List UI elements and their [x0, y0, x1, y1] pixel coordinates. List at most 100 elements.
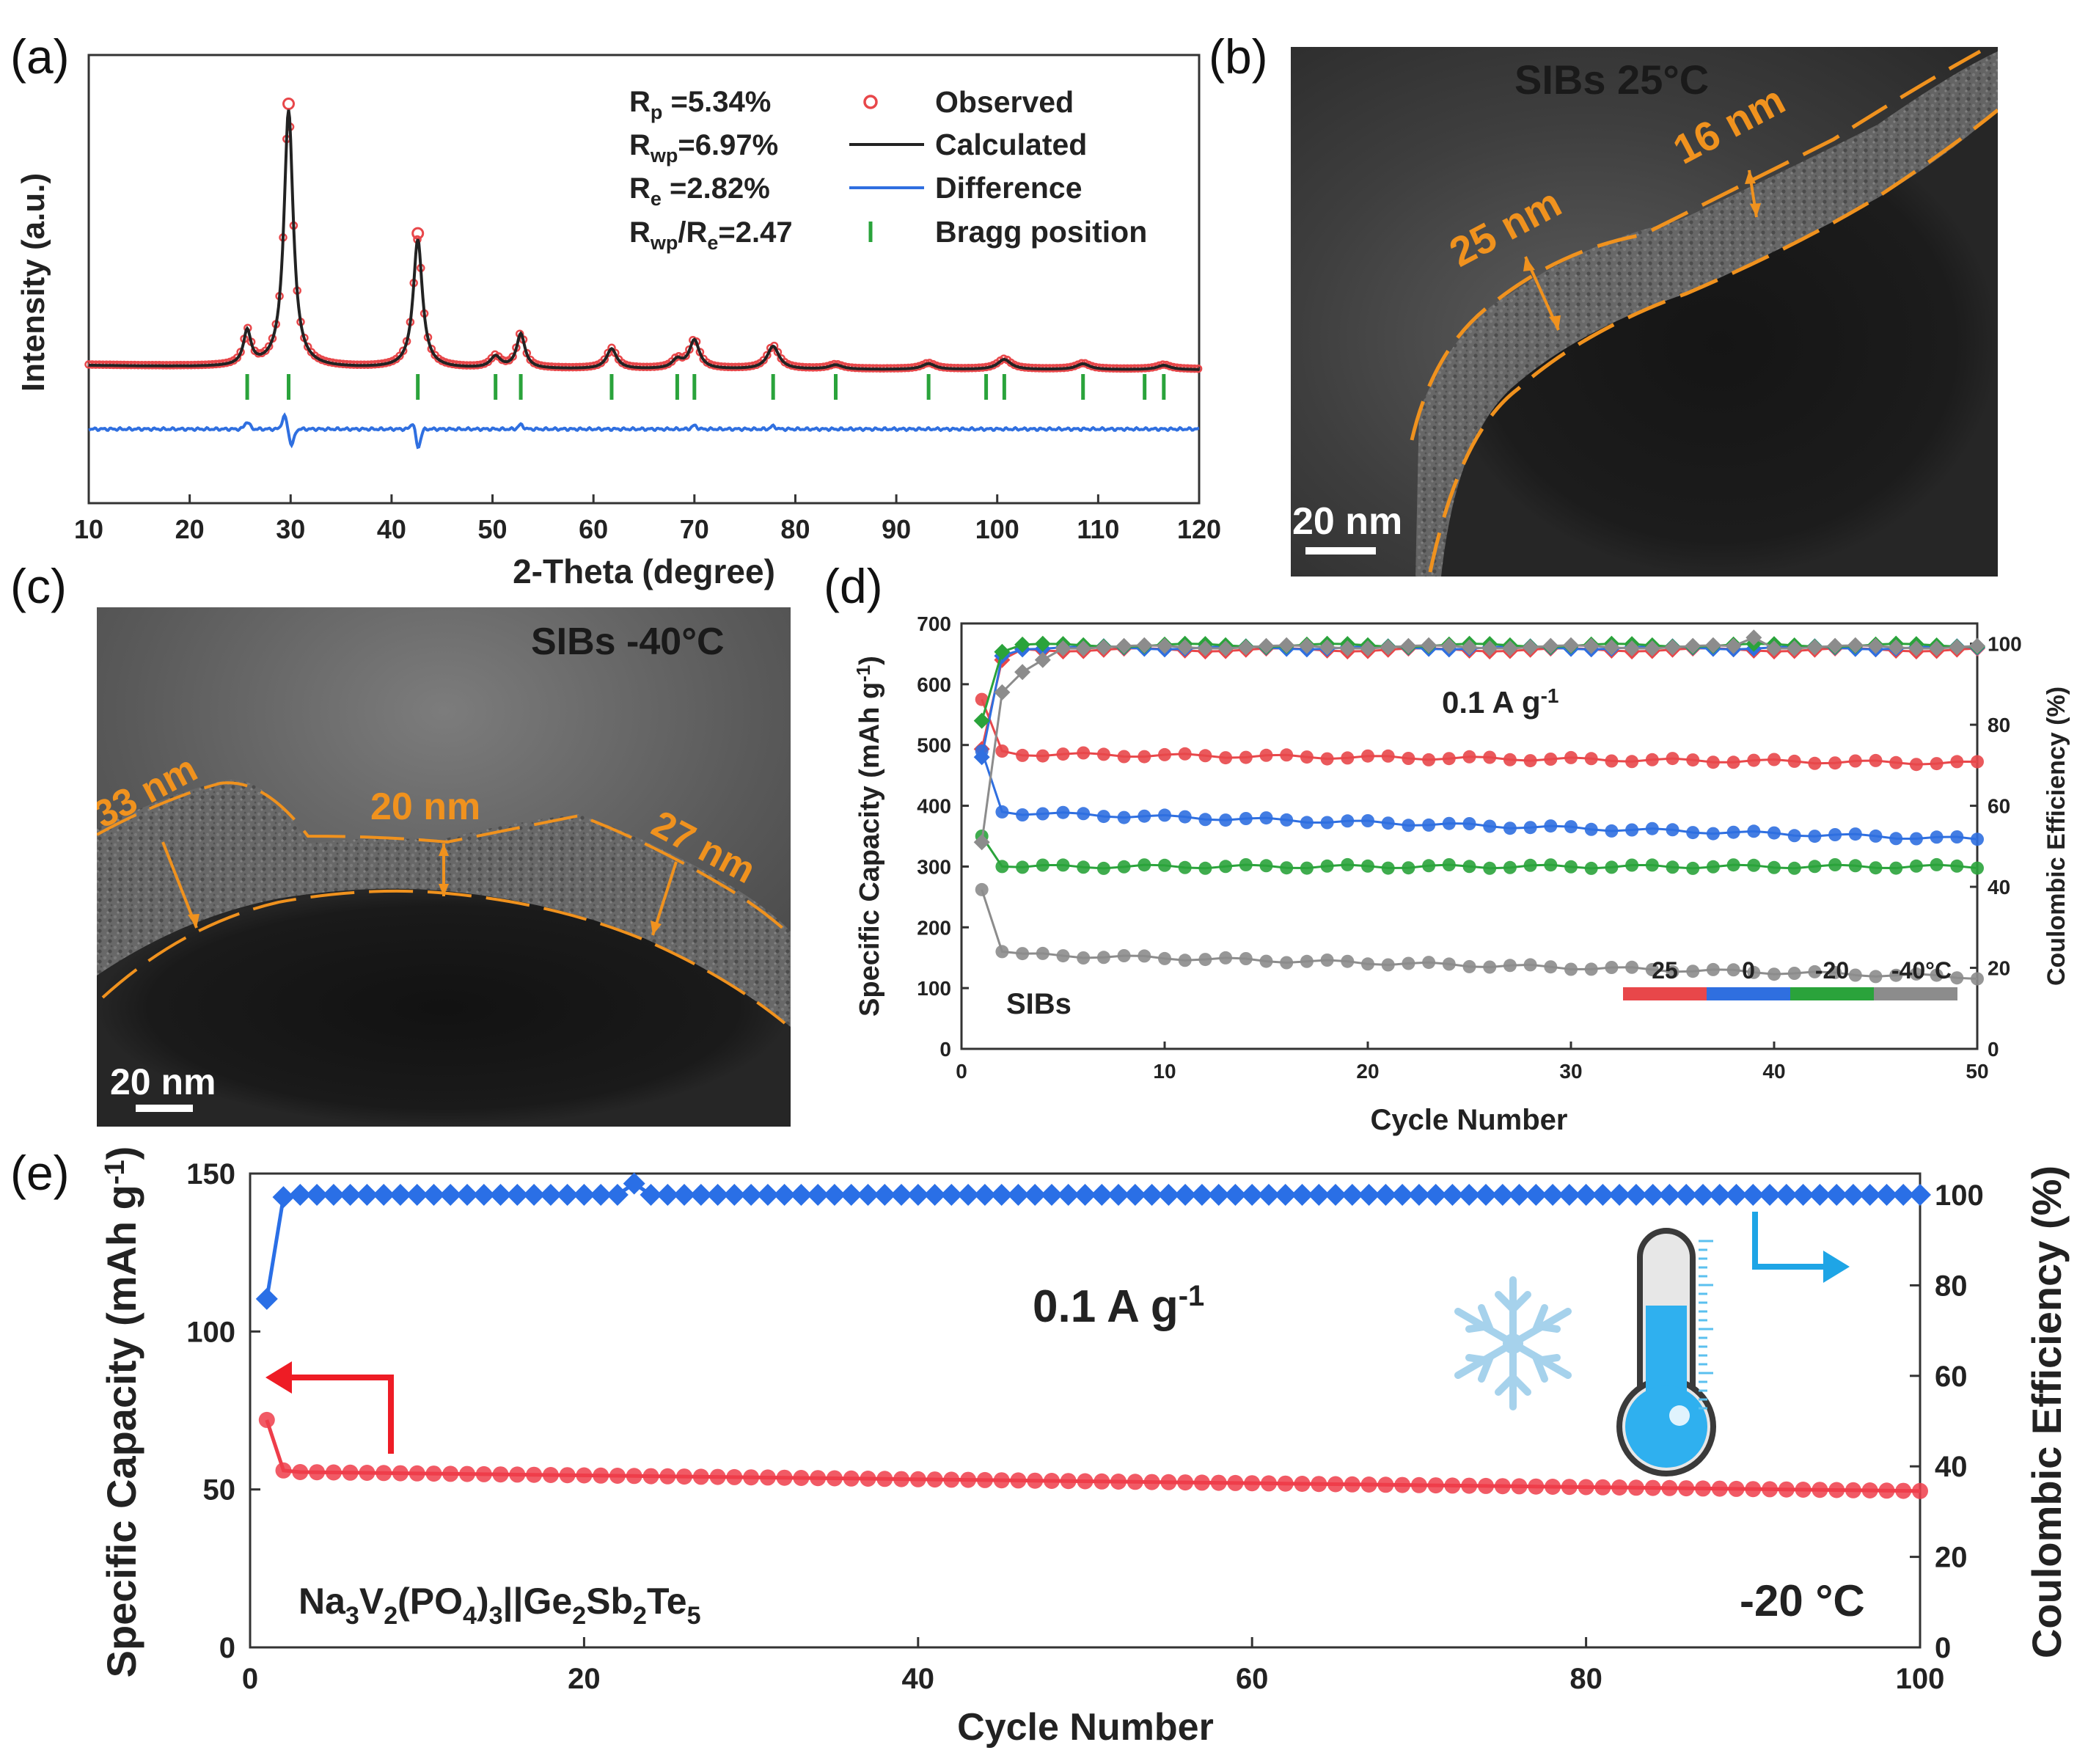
capacity-point: [1706, 962, 1720, 976]
capacity-point: [1848, 968, 1862, 982]
capacity-point: [1259, 748, 1273, 762]
capacity-point: [409, 1465, 425, 1482]
legend-bar-2: [1790, 987, 1874, 1000]
capacity-point: [1564, 962, 1578, 976]
panel-d-capacity-temperatures: (d) 0 10 20 30 40 500100200300400500600700020…: [824, 559, 2070, 1136]
x-tick-label: 60: [1236, 1663, 1269, 1695]
cell-label-part: Na: [298, 1581, 346, 1622]
efficiency-point: [973, 1184, 996, 1206]
capacity-point: [1726, 825, 1740, 839]
capacity-point: [1381, 958, 1395, 972]
efficiency-point: [1827, 637, 1844, 654]
efficiency-point: [1725, 637, 1742, 654]
capacity-point: [1361, 957, 1374, 971]
efficiency-point: [1949, 639, 1966, 656]
capacity-point: [1605, 824, 1619, 838]
capacity-point: [1320, 816, 1334, 830]
capacity-point: [1402, 956, 1415, 970]
capacity-point: [1661, 1479, 1678, 1496]
capacity-point: [1036, 749, 1050, 763]
capacity-point: [1117, 810, 1131, 824]
x-tick-label: 20: [568, 1663, 601, 1695]
capacity-point: [1036, 946, 1050, 960]
capacity-point: [1503, 959, 1517, 973]
capacity-point: [1889, 968, 1903, 982]
capacity-point: [1594, 1479, 1611, 1496]
efficiency-point: [1675, 1184, 1698, 1206]
efficiency-point: [1892, 1184, 1915, 1206]
capacity-point: [1494, 1478, 1511, 1495]
efficiency-point: [1775, 1184, 1798, 1206]
capacity-point: [1605, 754, 1619, 768]
capacity-point: [1239, 750, 1253, 764]
panel-a-stat-ratio: Rwp/Re=2.47: [629, 216, 793, 254]
capacity-point: [1259, 859, 1273, 873]
capacity-point: [1442, 752, 1456, 766]
capacity-point: [995, 805, 1009, 819]
efficiency-point: [1792, 1184, 1814, 1206]
x-tick-label: 80: [780, 514, 810, 544]
efficiency-point: [1107, 1184, 1129, 1206]
panel-b-scale-label: 20 nm: [1292, 500, 1402, 543]
capacity-point: [1930, 757, 1944, 771]
capacity-point: [1605, 961, 1619, 974]
capacity-point: [1056, 747, 1070, 761]
efficiency-point: [1909, 1184, 1931, 1206]
capacity-point: [1645, 858, 1659, 872]
capacity-point: [1787, 829, 1801, 843]
capacity-point: [1561, 1479, 1578, 1496]
panel-a-stat-rp: Rp =5.34%: [629, 86, 771, 123]
capacity-point: [1016, 947, 1030, 961]
capacity-point: [909, 1471, 926, 1487]
capacity-point: [1808, 756, 1822, 770]
capacity-point: [1848, 827, 1862, 841]
efficiency-point: [1928, 640, 1945, 656]
capacity-point: [1341, 814, 1355, 828]
efficiency-point: [1140, 1184, 1163, 1206]
capacity-point: [1909, 758, 1923, 772]
efficiency-point: [823, 1184, 846, 1206]
capacity-point: [1010, 1472, 1027, 1489]
capacity-point: [1138, 858, 1151, 872]
x-tick-label: 60: [579, 514, 608, 544]
capacity-point: [1645, 963, 1659, 976]
capacity-point: [1889, 861, 1903, 875]
efficiency-point: [1157, 637, 1173, 654]
panel-a-bragg-markers: [245, 374, 1166, 400]
capacity-point: [1110, 1474, 1127, 1490]
efficiency-point: [1644, 640, 1660, 656]
efficiency-point: [1358, 1184, 1380, 1206]
capacity-point: [509, 1466, 526, 1483]
capacity-point: [1747, 858, 1761, 872]
efficiency-point: [1421, 637, 1437, 654]
efficiency-point: [523, 1184, 546, 1206]
cell-label-part: ||Ge: [503, 1581, 573, 1622]
capacity-point: [1060, 1473, 1077, 1490]
efficiency-point: [1217, 640, 1234, 657]
panel-c-scale-label: 20 nm: [110, 1061, 216, 1102]
capacity-point: [1117, 949, 1131, 962]
y2-tick-label: 80: [1935, 1270, 1968, 1302]
panel-d-temperature-legend: 25 0 -20 -40°C: [1623, 957, 1957, 1000]
capacity-point: [826, 1470, 843, 1487]
panel-a-letter: (a): [10, 29, 70, 84]
capacity-point: [1828, 858, 1842, 871]
legend-difference-label: Difference: [935, 171, 1083, 205]
y-tick-label: 0: [219, 1632, 235, 1664]
capacity-point: [1695, 1480, 1711, 1497]
y2-tick-label: 100: [1988, 633, 2022, 656]
efficiency-point: [1274, 1184, 1297, 1206]
x-tick-label: 120: [1177, 514, 1221, 544]
capacity-point: [1728, 1480, 1745, 1497]
capacity-point: [810, 1470, 827, 1487]
efficiency-point: [1380, 639, 1396, 656]
capacity-point: [926, 1471, 943, 1488]
efficiency-point: [1558, 1184, 1580, 1206]
capacity-point: [1402, 861, 1415, 875]
capacity-point: [1381, 861, 1395, 875]
capacity-point: [1094, 1473, 1110, 1490]
capacity-point: [1625, 823, 1639, 837]
capacity-point: [1503, 860, 1517, 874]
capacity-point: [960, 1471, 977, 1488]
efficiency-point: [1075, 640, 1092, 657]
